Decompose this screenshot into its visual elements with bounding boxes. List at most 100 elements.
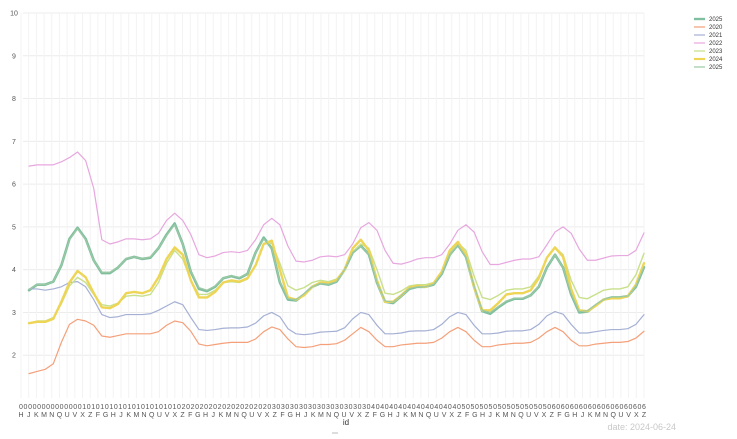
x-tick-label-bottom: U <box>157 412 162 419</box>
y-tick-label: 2 <box>12 353 16 360</box>
x-tick-label-bottom: J <box>488 412 492 419</box>
y-tick-label: 7 <box>12 139 16 146</box>
x-tick-label-top: 0 <box>322 404 326 411</box>
series-lines <box>27 151 646 375</box>
x-tick-label-top: 6 <box>597 404 601 411</box>
x-tick-label-bottom: Z <box>273 412 278 419</box>
x-tick-label-top: 0 <box>37 404 41 411</box>
x-tick-label-bottom: H <box>480 412 485 419</box>
x-tick-label-top: 0 <box>619 404 623 411</box>
x-tick-label-top: 0 <box>46 404 50 411</box>
x-tick-label-bottom: Q <box>611 412 617 419</box>
x-tick-label-bottom: K <box>588 412 593 419</box>
x-tick-label-bottom: K <box>403 412 408 419</box>
x-tick-label-bottom: U <box>342 412 347 419</box>
x-tick-label-top: 0 <box>484 404 488 411</box>
x-tick-label-bottom: M <box>595 412 601 419</box>
x-tick-label-bottom: N <box>234 412 239 419</box>
x-tick-label-bottom: M <box>226 412 232 419</box>
x-tick-label-top: 0 <box>511 404 515 411</box>
x-tick-label-bottom: U <box>65 412 70 419</box>
x-tick-label-bottom: V <box>349 412 354 419</box>
series-line-2 <box>28 281 645 336</box>
x-tick-label-top: 0 <box>385 404 389 411</box>
x-tick-label-top: 6 <box>615 404 619 411</box>
x-tick-label-top: 0 <box>421 404 425 411</box>
x-tick-label-top: 6 <box>633 404 637 411</box>
x-tick-label-top: 5 <box>470 404 474 411</box>
x-tick-label-top: 0 <box>64 404 68 411</box>
x-tick-label-bottom: Q <box>149 412 155 419</box>
x-tick-label-bottom: J <box>581 412 585 419</box>
x-tick-label-bottom: U <box>434 412 439 419</box>
series-line-3 <box>28 151 645 266</box>
x-tick-label-top: 5 <box>498 404 502 411</box>
x-tick-label-bottom: X <box>357 412 362 419</box>
x-tick-label-top: 3 <box>290 404 294 411</box>
x-tick-label-bottom: F <box>465 412 469 419</box>
x-axis-title: id <box>343 418 349 427</box>
y-tick-label: 5 <box>12 224 16 231</box>
x-tick-label-top: 1 <box>118 404 122 411</box>
x-tick-label-top: 4 <box>407 404 411 411</box>
x-tick-label-top: 0 <box>331 404 335 411</box>
x-tick-label-bottom: H <box>572 412 577 419</box>
x-tick-label-top: 6 <box>570 404 574 411</box>
x-tick-label-top: 0 <box>538 404 542 411</box>
x-tick-label-bottom: V <box>165 412 170 419</box>
x-tick-label-bottom: K <box>496 412 501 419</box>
x-tick-label-bottom: M <box>133 412 139 419</box>
x-tick-label-top: 0 <box>186 404 190 411</box>
x-tick-label-top: 3 <box>299 404 303 411</box>
x-tick-label-bottom: Q <box>334 412 340 419</box>
x-tick-label-top: 0 <box>303 404 307 411</box>
x-tick-label-bottom: U <box>526 412 531 419</box>
series-line-1 <box>28 318 645 375</box>
x-tick-label-top: 0 <box>358 404 362 411</box>
x-tick-label-bottom: H <box>388 412 393 419</box>
x-tick-label-top: 0 <box>610 404 614 411</box>
x-tick-label-top: 0 <box>28 404 32 411</box>
x-tick-label-bottom: X <box>172 412 177 419</box>
x-tick-label-top: 0 <box>177 404 181 411</box>
x-tick-label-bottom: V <box>257 412 262 419</box>
x-tick-label-top: 2 <box>200 404 204 411</box>
x-tick-label-top: 0 <box>51 404 55 411</box>
x-tick-label-bottom: J <box>27 412 31 419</box>
x-tick-label-bottom: Q <box>241 412 247 419</box>
x-tick-label-bottom: Q <box>518 412 524 419</box>
x-tick-label-bottom: M <box>410 412 416 419</box>
scroll-indicator <box>332 432 338 434</box>
x-tick-label-bottom: G <box>195 412 200 419</box>
x-tick-label-top: 4 <box>425 404 429 411</box>
legend-label: 2024 <box>709 57 723 63</box>
x-tick-label-top: 0 <box>556 404 560 411</box>
x-tick-label-top: 2 <box>191 404 195 411</box>
x-tick-label-top: 0 <box>78 404 82 411</box>
x-tick-label-bottom: N <box>326 412 331 419</box>
x-tick-label-top: 0 <box>69 404 73 411</box>
x-tick-label-top: 2 <box>218 404 222 411</box>
x-tick-label-top: 5 <box>507 404 511 411</box>
x-tick-label-top: 0 <box>601 404 605 411</box>
x-tick-label-top: 2 <box>227 404 231 411</box>
x-tick-label-top: 0 <box>204 404 208 411</box>
x-tick-label-bottom: Z <box>88 412 93 419</box>
x-tick-label-top: 0 <box>19 404 23 411</box>
x-tick-label-top: 0 <box>240 404 244 411</box>
x-tick-label-top: 0 <box>394 404 398 411</box>
x-tick-label-top: 0 <box>312 404 316 411</box>
x-tick-label-top: 6 <box>579 404 583 411</box>
x-tick-label-top: 0 <box>574 404 578 411</box>
x-tick-label-top: 0 <box>547 404 551 411</box>
x-tick-label-top: 0 <box>55 404 59 411</box>
x-tick-label-bottom: J <box>119 412 123 419</box>
x-tick-label-top: 4 <box>380 404 384 411</box>
x-tick-label-bottom: J <box>212 412 216 419</box>
x-tick-label-bottom: U <box>249 412 254 419</box>
x-tick-label-bottom: F <box>96 412 100 419</box>
x-tick-label-top: 0 <box>222 404 226 411</box>
x-tick-label-top: 0 <box>520 404 524 411</box>
